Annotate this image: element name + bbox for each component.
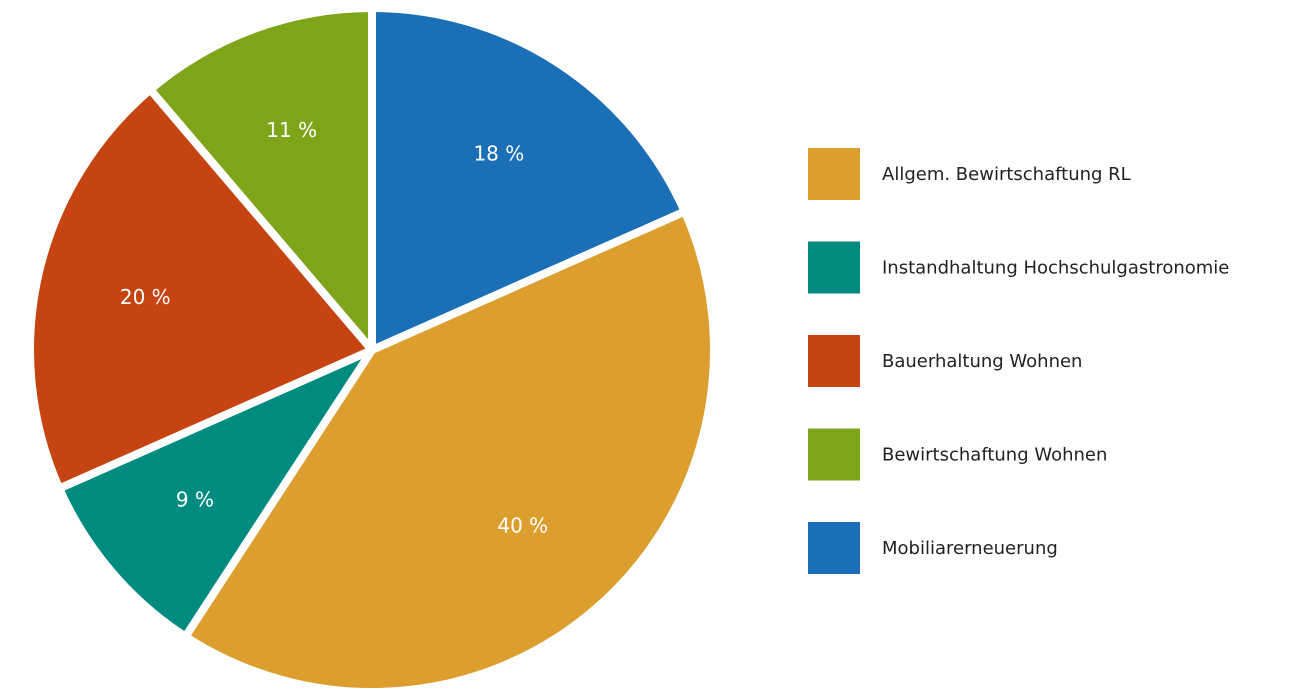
legend-swatch <box>808 335 860 387</box>
pie-slice <box>146 4 376 354</box>
legend-label: Bauerhaltung Wohnen <box>882 351 1082 372</box>
legend-swatch <box>808 428 860 481</box>
legend-label: Mobiliarerneuerung <box>882 538 1058 559</box>
value-label: 20 % <box>120 285 171 309</box>
pie-slice <box>26 85 376 493</box>
legend-swatch <box>808 241 860 294</box>
value-label: 18 % <box>473 142 524 166</box>
legend-label: Allgem. Bewirtschaftung RL <box>882 164 1131 185</box>
legend-label: Instandhaltung Hochschulgastronomie <box>882 258 1229 279</box>
value-label: 9 % <box>176 487 214 511</box>
legend-swatch <box>808 148 860 200</box>
value-label: 11 % <box>266 118 317 142</box>
value-label: 40 % <box>497 514 548 538</box>
pie-slice <box>368 4 689 354</box>
pie-slice <box>181 207 718 690</box>
legend-swatch <box>808 522 860 574</box>
pie-slice <box>55 346 376 641</box>
legend-label: Bewirtschaftung Wohnen <box>882 445 1107 466</box>
